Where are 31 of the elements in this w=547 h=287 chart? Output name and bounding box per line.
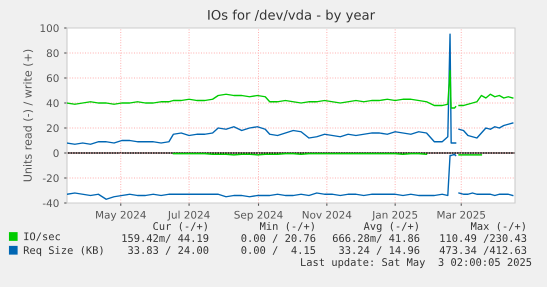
text: 110.49 /230.43 [440,234,526,243]
y-tick-label: 20 [46,124,59,132]
y-tick-label: 40 [46,99,59,108]
text: 666.28m/ 41.86 [332,234,420,243]
x-tick-label: May 2024 [96,210,146,221]
text: Last update: Sat May 3 02:00:05 2025 [301,258,532,268]
text: 159.42m/ 44.19 [122,234,208,243]
y-tick-label: 60 [46,74,59,82]
x-tick-label: Nov 2024 [302,210,352,219]
text: 473.34 /412.63 [440,246,526,255]
y-tick-label: 100 [40,24,59,32]
y-tick-label: -40 [42,199,59,208]
text: 0.00 / 20.76 [241,234,316,243]
y-axis-title: Units read (-) / write (+) [23,50,34,182]
x-tick-label: Sep 2024 [234,210,283,221]
legend-label: IO/sec [24,232,60,242]
text: Cur (-/+) [153,222,207,232]
text: Max (-/+) [470,222,525,232]
x-tick-label: Jul 2024 [167,210,210,221]
y-tick-label: -20 [42,174,59,182]
text: 33.24 / 14.96 [339,246,420,255]
text: 0.00 / 4.15 [241,246,316,255]
x-tick-label: Jan 2025 [372,210,418,221]
y-tick-label: 80 [46,49,59,58]
text: 33.83 / 24.00 [128,246,208,255]
text: Avg (-/+) [364,222,418,232]
y-tick-label: 0 [53,149,59,158]
text: Min (-/+) [260,222,314,232]
x-tick-label: Mar 2025 [438,210,486,219]
legend-label: Req Size (KB) [24,246,103,256]
chart-title: IOs for /dev/vda - by year [208,10,376,22]
